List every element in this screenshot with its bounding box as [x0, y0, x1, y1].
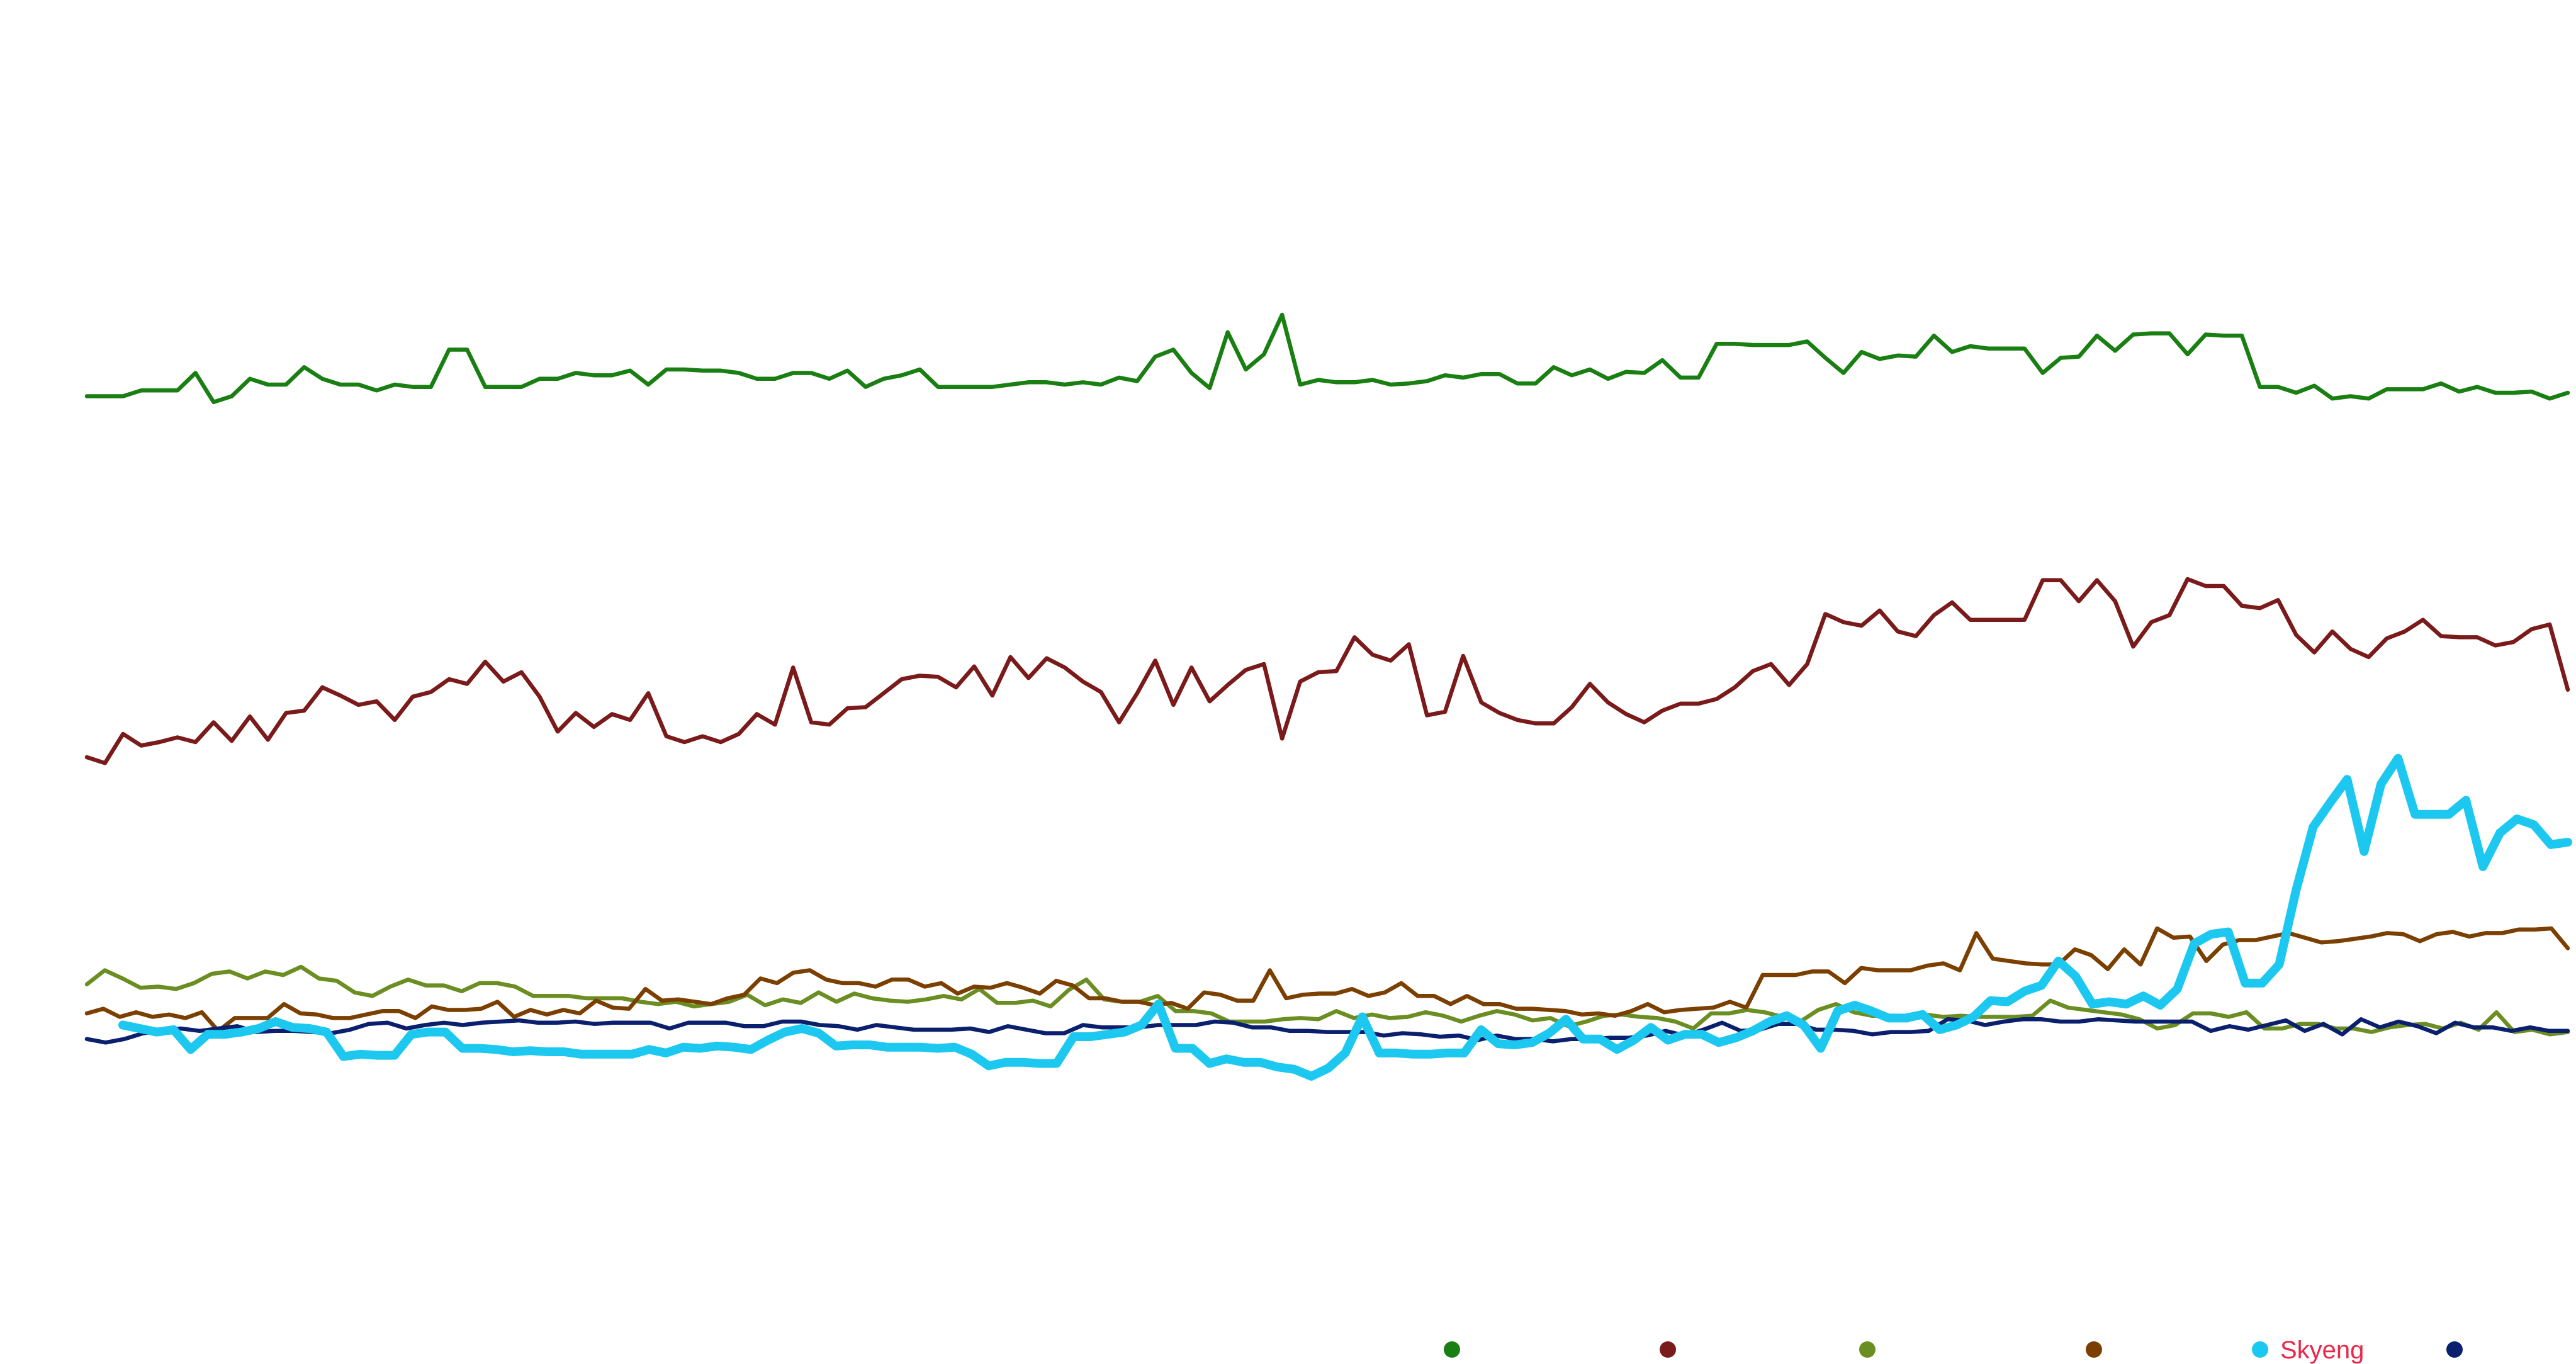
legend-marker-4 [2086, 1341, 2102, 1358]
legend-marker-2 [1660, 1341, 1676, 1358]
series-line-1 [84, 312, 2570, 405]
legend-label-5: Skyeng [2280, 1336, 2364, 1364]
legend-marker-5 [2252, 1341, 2268, 1358]
legend-item-3[interactable] [1859, 1341, 1876, 1358]
series-line-6 [84, 1017, 2570, 1045]
legend-item-4[interactable] [2086, 1341, 2102, 1358]
legend-marker-3 [1859, 1341, 1876, 1358]
legend-marker-6 [2446, 1341, 2463, 1358]
series-line-4 [84, 926, 2570, 1034]
legend-item-5[interactable]: Skyeng [2252, 1336, 2364, 1364]
legend-marker-1 [1444, 1341, 1460, 1358]
legend: Skyeng [1444, 1336, 2463, 1364]
legend-item-2[interactable] [1660, 1341, 1676, 1358]
series-line-2 [84, 577, 2570, 765]
series-line-5 [118, 753, 2572, 1081]
legend-item-1[interactable] [1444, 1341, 1460, 1358]
legend-item-6[interactable] [2446, 1341, 2463, 1358]
series-line-3 [84, 964, 2570, 1037]
series-layer [84, 312, 2572, 1081]
